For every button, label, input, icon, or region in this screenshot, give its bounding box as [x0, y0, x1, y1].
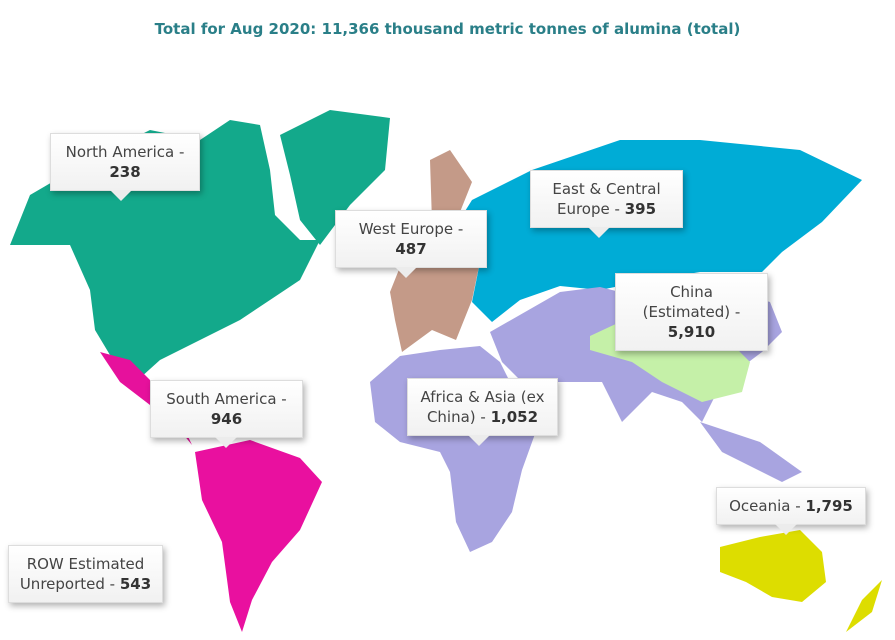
- region-value: 395: [624, 200, 657, 218]
- callout-pointer: [468, 435, 490, 446]
- region-name: Africa & Asia (ex China) -: [420, 388, 545, 426]
- southeast-asia: [700, 422, 802, 482]
- region-callout: North America - 238: [50, 133, 200, 201]
- central-america: [100, 352, 192, 445]
- region-value: 5,910: [667, 323, 716, 341]
- south-america: [195, 440, 322, 632]
- map-title: Total for Aug 2020: 11,366 thousand metr…: [154, 20, 741, 38]
- australia: [720, 530, 826, 602]
- region-callout: East & Central Europe - 395: [530, 170, 683, 238]
- region-name: West Europe -: [358, 220, 464, 238]
- region-name: ROW Estimated Unreported -: [19, 555, 145, 593]
- region-value: 487: [395, 240, 427, 258]
- region-value: 543: [119, 575, 152, 593]
- callout-pointer: [110, 190, 132, 201]
- region-callout: Africa & Asia (ex China) - 1,052: [407, 378, 558, 446]
- region-callout: Oceania - 1,795: [716, 487, 866, 535]
- region-value: 238: [109, 163, 141, 181]
- region-name: North America -: [65, 143, 185, 161]
- region-callout: West Europe - 487: [335, 210, 487, 278]
- callout-pointer: [215, 437, 237, 448]
- region-callout: China (Estimated) - 5,910: [615, 273, 768, 351]
- africa: [370, 346, 540, 552]
- region-value: 946: [210, 410, 243, 428]
- callout-pointer: [775, 524, 797, 535]
- region-name: East & Central Europe -: [552, 180, 661, 218]
- callout-pointer: [395, 267, 417, 278]
- region-name: China (Estimated) -: [642, 283, 741, 321]
- new-zealand: [846, 580, 882, 632]
- region-callout: ROW Estimated Unreported - 543: [8, 545, 163, 603]
- region-name: South America -: [166, 390, 287, 408]
- callout-pointer: [588, 227, 610, 238]
- region-name: Oceania -: [729, 497, 801, 515]
- region-callout: South America - 946: [150, 380, 303, 448]
- region-value: 1,052: [490, 408, 539, 426]
- region-value: 1,795: [805, 497, 853, 515]
- greenland: [280, 110, 390, 245]
